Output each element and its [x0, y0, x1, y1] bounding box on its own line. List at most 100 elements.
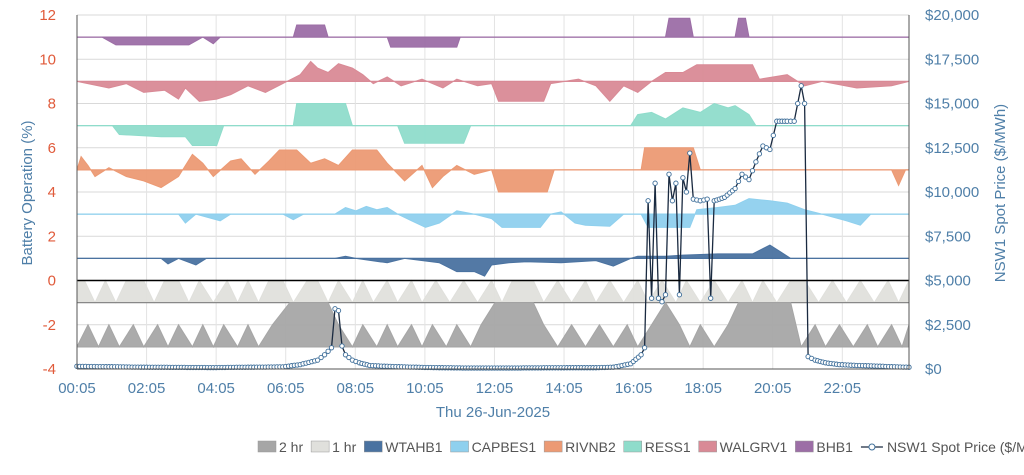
legend-swatch — [257, 440, 277, 453]
price-point — [680, 175, 686, 181]
area-edge — [76, 60, 910, 103]
price-point — [742, 174, 749, 180]
price-point — [673, 180, 679, 186]
battery-areas — [76, 17, 910, 349]
x-tick-label: 08:05 — [337, 380, 375, 397]
right-tick-label: $20,000 — [925, 7, 979, 24]
price-point — [746, 176, 752, 183]
legend-swatch — [364, 440, 383, 453]
price-point — [676, 292, 683, 298]
x-tick-label: 20:05 — [754, 380, 792, 397]
legend-label: 2 hr — [279, 439, 303, 455]
price-point — [739, 171, 745, 177]
legend-swatch — [450, 440, 469, 453]
area-edge — [76, 301, 910, 349]
x-axis-title: Thu 26-Jun-2025 — [436, 404, 550, 421]
price-point — [732, 185, 738, 192]
right-tick-label: $17,500 — [925, 51, 979, 68]
x-axis-ticks: 00:05 02:05 04:05 06:05 08:05 10:05 12:05 14:05… — [58, 380, 861, 397]
legend-label: WALGRV1 — [720, 439, 788, 455]
left-tick-label: 6 — [48, 140, 56, 157]
price-point — [645, 198, 651, 204]
legend-swatch — [795, 440, 814, 453]
left-tick-label: 2 — [48, 228, 56, 245]
x-tick-label: 00:05 — [58, 380, 96, 397]
legend-label: CAPBES1 — [472, 439, 537, 455]
right-tick-label: $5,000 — [925, 273, 971, 290]
price-point — [342, 352, 349, 358]
area-edge — [76, 17, 909, 48]
legend-swatch — [543, 440, 563, 453]
price-point — [321, 352, 328, 358]
x-tick-label: 12:05 — [476, 380, 514, 397]
area-capbes1 — [76, 198, 909, 228]
price-point — [346, 354, 352, 361]
left-axis-title: Battery Operation (%) — [19, 120, 36, 265]
legend-label: BHB1 — [816, 439, 853, 455]
x-tick-label: 10:05 — [406, 380, 444, 397]
price-point — [795, 100, 801, 107]
price-point — [325, 348, 331, 354]
right-tick-label: $7,500 — [925, 228, 971, 245]
right-axis-title: NSW1 Spot Price ($/MWh) — [992, 104, 1009, 282]
legend-swatch-marker — [868, 443, 876, 451]
price-point — [314, 357, 321, 363]
price-point — [648, 295, 655, 301]
left-tick-label: 4 — [48, 184, 56, 201]
right-tick-label: $0 — [925, 361, 942, 378]
area-edge — [76, 279, 910, 304]
x-tick-label: 06:05 — [267, 380, 305, 397]
legend-swatch — [623, 440, 642, 453]
legend-label: RIVNB2 — [565, 439, 616, 455]
price-point — [339, 343, 345, 349]
price-point — [669, 198, 676, 204]
left-tick-label: 8 — [48, 96, 56, 113]
legend-label: NSW1 Spot Price ($/MWh) — [887, 439, 1024, 455]
price-point — [704, 196, 710, 202]
legend-swatch — [310, 440, 330, 453]
area-edge — [76, 198, 909, 228]
left-tick-label: 0 — [48, 273, 56, 290]
price-point — [767, 146, 773, 153]
left-axis-ticks: -4 -2 0 2 4 6 8 10 12 — [39, 7, 56, 378]
price-point — [655, 295, 662, 301]
price-point — [328, 345, 335, 351]
price-point — [666, 171, 672, 177]
price-point — [708, 295, 714, 301]
legend-label: RESS1 — [645, 439, 691, 455]
price-point — [753, 159, 759, 165]
price-point — [756, 151, 763, 157]
right-tick-label: $12,500 — [925, 140, 979, 157]
left-tick-label: 10 — [39, 51, 56, 68]
price-point — [687, 150, 693, 156]
right-tick-label: $10,000 — [925, 184, 979, 201]
right-axis-ticks: $0 $2,500 $5,000 $7,500 $10,000 $12,500 $15,00… — [925, 7, 979, 378]
left-tick-label: 12 — [39, 7, 56, 24]
price-point — [641, 345, 648, 351]
legend-label: 1 hr — [332, 439, 356, 455]
right-tick-label: $15,000 — [925, 96, 979, 113]
price-point — [798, 83, 804, 89]
price-point — [791, 118, 797, 124]
price-point — [662, 292, 669, 298]
price-point — [801, 100, 808, 107]
price-point — [659, 299, 665, 305]
area-edge — [76, 102, 909, 146]
right-tick-label: $2,500 — [925, 317, 971, 334]
x-tick-label: 04:05 — [197, 380, 235, 397]
x-tick-label: 14:05 — [545, 380, 583, 397]
price-point — [749, 168, 756, 174]
x-tick-label: 16:05 — [615, 380, 653, 397]
left-tick-label: -2 — [43, 317, 56, 334]
legend-label: WTAHB1 — [385, 439, 443, 455]
price-series — [74, 83, 912, 371]
price-point — [318, 354, 324, 361]
price-point — [770, 132, 776, 139]
axes — [76, 15, 910, 370]
area-edge — [76, 147, 909, 193]
legend: 2 hr 1 hr WTAHB1 CAPBES1 RIVNB2 RESS1 WALGRV1 B… — [257, 439, 1024, 455]
area-ress1 — [76, 103, 909, 146]
x-tick-label: 02:05 — [128, 380, 166, 397]
area-bhb1 — [76, 18, 909, 48]
